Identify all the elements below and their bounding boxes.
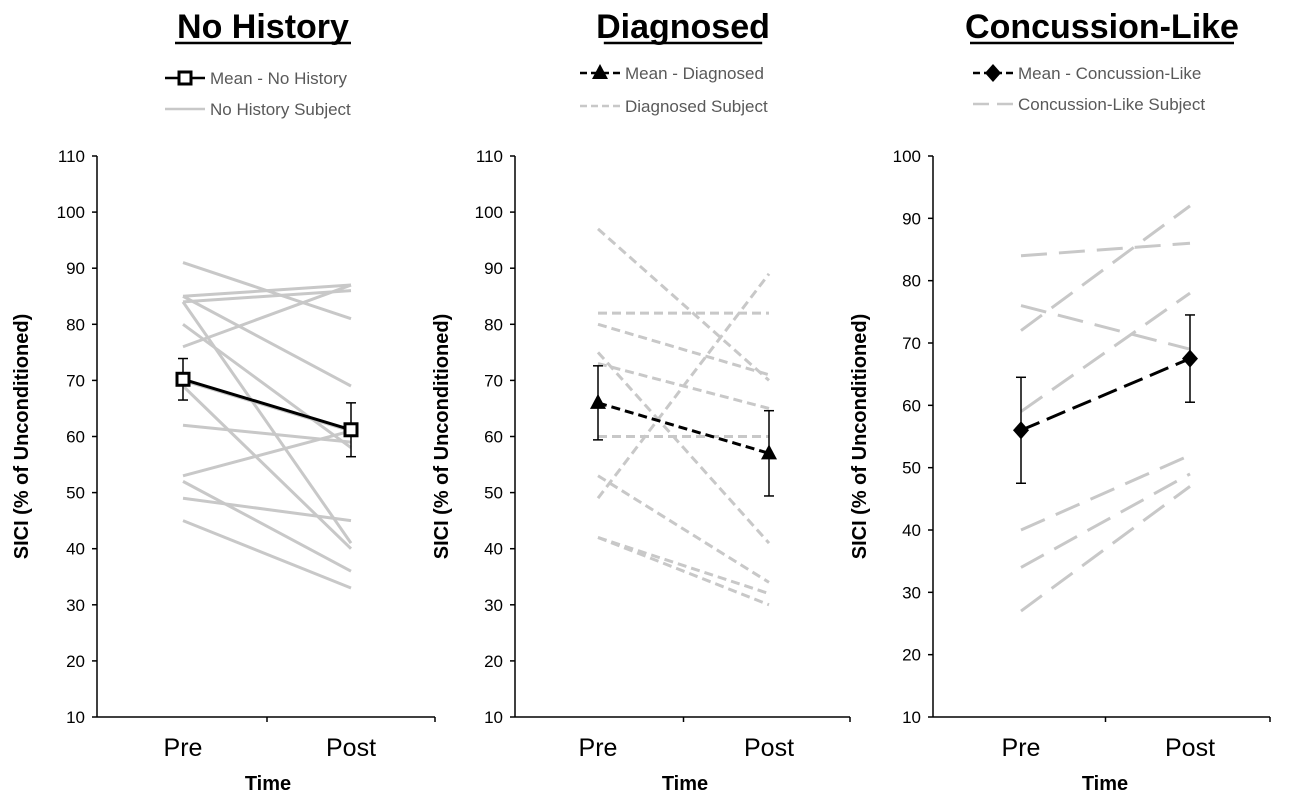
legend-mean-label: Mean - Concussion-Like <box>1018 64 1201 83</box>
mean-marker <box>175 371 191 387</box>
y-tick-label: 40 <box>66 540 85 559</box>
y-tick-label: 100 <box>57 203 85 222</box>
subject-line <box>1020 485 1191 613</box>
y-tick-label: 90 <box>484 259 503 278</box>
chart-title: No History <box>177 8 349 46</box>
mean-marker <box>761 444 777 460</box>
subject-line <box>182 289 352 304</box>
y-tick-label: 30 <box>66 596 85 615</box>
x-axis-title: Time <box>245 773 291 795</box>
subject-line <box>1020 291 1191 413</box>
y-tick-label: 20 <box>484 652 503 671</box>
subject-line <box>597 536 770 596</box>
legend-mean-marker <box>177 70 193 86</box>
y-tick-label: 20 <box>902 646 921 665</box>
subject-line <box>1020 304 1191 351</box>
subject-line <box>182 480 352 573</box>
chart-title: Concussion-Like <box>965 8 1239 46</box>
y-axis-title: SICI (% of Unconditioned) <box>849 314 871 560</box>
y-axis-title: SICI (% of Unconditioned) <box>11 314 33 560</box>
y-tick-label: 80 <box>484 315 503 334</box>
mean-line <box>182 377 352 432</box>
y-tick-label: 110 <box>476 147 503 166</box>
legend-mean-label: Mean - Diagnosed <box>625 64 764 83</box>
subject-line <box>597 227 770 382</box>
y-tick-label: 50 <box>66 484 85 503</box>
y-tick-label: 60 <box>484 428 503 447</box>
y-tick-label: 10 <box>66 708 85 727</box>
subject-line <box>596 272 771 500</box>
y-axis-title: SICI (% of Unconditioned) <box>431 314 453 560</box>
y-tick-label: 100 <box>893 147 921 166</box>
subject-line <box>182 294 352 388</box>
y-tick-label: 40 <box>902 521 921 540</box>
legend-subject-label: No History Subject <box>210 100 351 119</box>
subject-line <box>182 323 352 449</box>
y-tick-label: 90 <box>66 259 85 278</box>
y-tick-label: 110 <box>58 147 85 166</box>
x-tick-label: Post <box>326 734 376 762</box>
legend-mean-marker <box>985 64 1001 82</box>
y-tick-label: 70 <box>66 371 85 390</box>
y-tick-label: 100 <box>475 203 503 222</box>
legend-subject-label: Concussion-Like Subject <box>1018 95 1205 114</box>
x-tick-label: Pre <box>1002 734 1041 762</box>
subject-line <box>1020 204 1191 332</box>
mean-line <box>1020 357 1191 432</box>
y-tick-label: 30 <box>902 583 921 602</box>
legend-mean-marker <box>592 64 608 79</box>
x-tick-label: Pre <box>579 734 618 762</box>
x-axis-title: Time <box>1082 773 1128 795</box>
subject-line <box>597 322 770 377</box>
y-tick-label: 50 <box>902 459 921 478</box>
mean-marker <box>590 393 606 409</box>
subject-line <box>596 351 771 545</box>
mean-line <box>597 401 770 455</box>
panel-no-history: No History Mean - No History No History Su… <box>11 8 436 795</box>
y-tick-label: 70 <box>902 334 921 353</box>
y-tick-label: 10 <box>902 708 921 727</box>
y-tick-label: 70 <box>484 371 503 390</box>
chart-title: Diagnosed <box>596 8 770 46</box>
x-tick-label: Post <box>744 734 794 762</box>
y-tick-label: 80 <box>66 315 85 334</box>
y-tick-label: 30 <box>484 596 503 615</box>
mean-marker <box>1182 349 1198 368</box>
y-tick-label: 80 <box>902 272 921 291</box>
subject-line <box>182 283 352 298</box>
y-tick-label: 50 <box>484 484 503 503</box>
panel-concussion-like: Concussion-Like Mean - Concussion-Like Con… <box>849 8 1271 795</box>
x-tick-label: Pre <box>164 734 203 762</box>
subject-line <box>1020 472 1191 569</box>
y-tick-label: 60 <box>902 396 921 415</box>
subject-line <box>182 519 352 590</box>
panel-diagnosed: Diagnosed Mean - Diagnosed Diagnosed Subje… <box>431 8 851 795</box>
y-tick-label: 60 <box>66 428 85 447</box>
subject-line <box>1020 453 1191 532</box>
subject-line <box>597 536 770 607</box>
subject-line <box>182 283 352 349</box>
legend-mean-label: Mean - No History <box>210 69 347 88</box>
y-tick-label: 40 <box>484 540 503 559</box>
x-axis-title: Time <box>662 773 708 795</box>
subject-line <box>182 496 352 523</box>
subject-line <box>182 429 352 478</box>
y-tick-label: 20 <box>66 652 85 671</box>
subject-line <box>181 384 353 550</box>
y-tick-label: 90 <box>902 209 921 228</box>
mean-marker <box>1013 421 1029 440</box>
mean-marker <box>343 422 359 438</box>
subject-line <box>597 474 770 584</box>
subject-line <box>1020 241 1191 258</box>
y-tick-label: 10 <box>484 708 503 727</box>
legend-subject-label: Diagnosed Subject <box>625 97 768 116</box>
x-tick-label: Post <box>1165 734 1215 762</box>
subject-line <box>181 301 353 544</box>
